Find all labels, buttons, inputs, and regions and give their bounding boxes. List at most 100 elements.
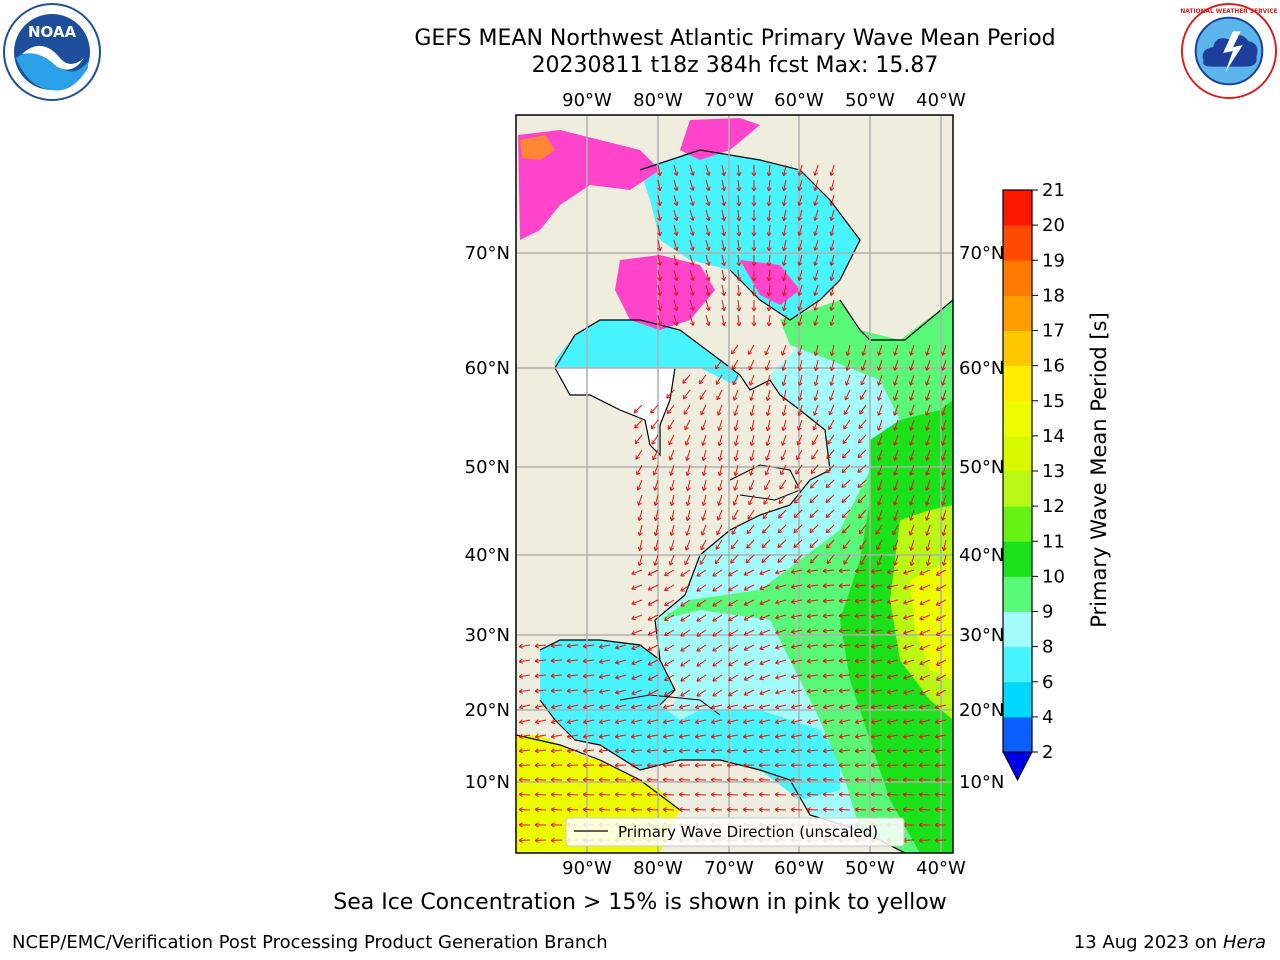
wave-arrow (918, 719, 931, 725)
lat-label-left: 20°N (465, 700, 510, 721)
wave-arrow (902, 807, 915, 813)
wave-arrow (534, 748, 547, 754)
wave-arrow (751, 194, 757, 207)
wave-arrow (781, 224, 787, 237)
wave-arrow (809, 539, 819, 549)
wave-arrow (694, 733, 707, 739)
wave-arrow (845, 344, 851, 357)
wave-arrow (749, 449, 755, 461)
wave-arrow (710, 777, 723, 783)
lon-label-bottom: 70°W (704, 858, 754, 879)
colorbar-segment (1003, 330, 1032, 367)
wave-arrow (705, 269, 711, 281)
wave-arrow (748, 494, 755, 506)
colorbar-segment (1003, 576, 1032, 612)
wave-arrow (778, 509, 787, 519)
wave-arrow (518, 792, 531, 798)
wave-arrow (794, 479, 803, 490)
wave-arrow (666, 389, 675, 399)
wave-arrow (736, 224, 742, 237)
wave-arrow (806, 777, 819, 783)
colorbar-tick-label: 18 (1042, 285, 1065, 306)
wave-arrow (705, 209, 711, 221)
wave-arrow (550, 748, 563, 754)
wave-arrow (934, 762, 947, 768)
wave-arrow (696, 599, 707, 607)
wave-arrow (781, 194, 787, 207)
colorbar-tick-label: 9 (1042, 602, 1053, 623)
colorbar-segment (1003, 295, 1032, 331)
wave-arrow (857, 494, 867, 504)
wave-arrow (614, 777, 627, 783)
wave-arrow (765, 449, 771, 461)
wave-arrow (761, 554, 771, 563)
wave-arrow (550, 658, 563, 664)
wave-arrow (712, 584, 723, 592)
noaa-logo: NOAA (3, 3, 101, 101)
wave-arrow (759, 659, 771, 666)
wave-arrow (829, 209, 835, 221)
wave-arrow (781, 209, 787, 222)
wave-arrow (550, 673, 563, 679)
wave-arrow (666, 404, 675, 415)
wave-arrow (909, 479, 915, 491)
lat-label-right: 60°N (959, 358, 1004, 379)
wave-arrow (717, 479, 723, 491)
wave-arrow (657, 269, 663, 282)
wave-arrow (736, 299, 742, 312)
wave-arrow (614, 733, 627, 739)
wave-arrow (870, 777, 883, 783)
wave-arrow (877, 509, 883, 521)
wave-arrow (680, 674, 691, 682)
wave-arrow (838, 748, 851, 754)
wave-arrow (664, 659, 675, 667)
wave-arrow (694, 719, 707, 725)
wave-direction-arrows (518, 164, 947, 843)
wave-arrow (854, 807, 867, 813)
wave-arrow (860, 374, 867, 386)
wave-arrow (854, 643, 867, 649)
wave-arrow (746, 524, 755, 535)
colorbar-tick-label: 16 (1042, 356, 1065, 377)
lat-label-left: 50°N (465, 457, 510, 478)
wave-arrow (886, 719, 899, 725)
wave-arrow (766, 284, 772, 297)
wave-arrow (582, 762, 595, 768)
wave-arrow (566, 792, 579, 798)
wave-arrow (919, 569, 931, 576)
wave-arrow (886, 569, 899, 575)
legend-label: Primary Wave Direction (unscaled) (618, 823, 878, 841)
wave-arrow (653, 494, 659, 506)
wave-arrow (582, 777, 595, 783)
wave-arrow (759, 569, 771, 576)
wave-arrow (919, 644, 931, 651)
wave-arrow (763, 494, 771, 505)
wave-arrow (598, 748, 611, 754)
wave-arrow (518, 777, 531, 783)
wave-arrow (797, 389, 803, 402)
longitude-labels-top: 90°W 80°W 70°W 60°W 50°W 40°W (562, 90, 966, 111)
wave-arrow (806, 598, 819, 604)
wave-arrow (630, 748, 643, 754)
wave-arrow (662, 748, 675, 754)
wave-arrow (813, 314, 819, 326)
colorbar-tick-label: 11 (1042, 531, 1065, 552)
wave-arrow (822, 733, 835, 739)
lon-label-bottom: 40°W (916, 858, 966, 879)
wave-arrow (812, 419, 819, 431)
wave-arrow (657, 239, 663, 252)
wave-arrow (777, 524, 787, 534)
wave-arrow (637, 554, 643, 567)
wave-arrow (790, 792, 803, 798)
wave-arrow (631, 659, 643, 666)
wave-arrow (647, 629, 659, 636)
wave-arrow (781, 254, 787, 267)
wave-arrow (829, 239, 835, 251)
wave-arrow (680, 629, 691, 637)
wave-arrow (903, 674, 915, 680)
wave-arrow (717, 494, 723, 506)
wave-arrow (870, 643, 883, 649)
wave-arrow (633, 404, 643, 414)
colorbar-tick-label: 17 (1042, 321, 1065, 342)
wave-arrow (534, 719, 547, 725)
